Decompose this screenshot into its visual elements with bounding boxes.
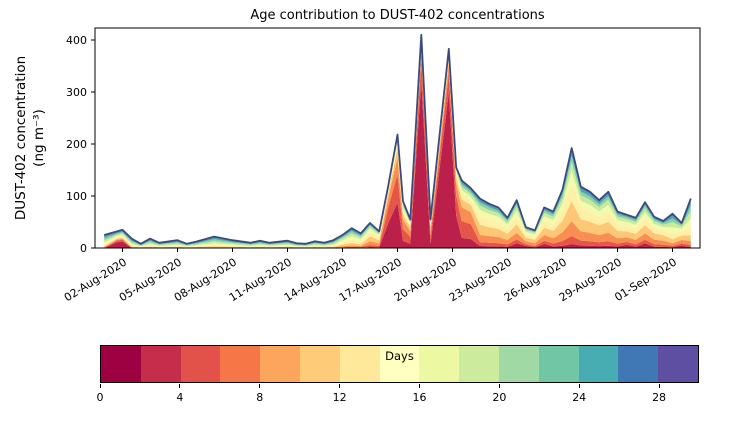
colorbar-segment	[498, 346, 539, 382]
stacked-area-chart: 010020030040002-Aug-202005-Aug-202008-Au…	[62, 27, 701, 304]
age-bin-area	[104, 39, 691, 247]
total-concentration-line	[103, 33, 692, 245]
colorbar-segment	[618, 346, 659, 382]
colorbar-segment	[459, 346, 499, 382]
colorbar-segment	[658, 346, 698, 382]
colorbar-tick-label: 12	[332, 391, 347, 404]
colorbar-tick-label: 20	[492, 391, 507, 404]
colorbar-tick	[339, 384, 341, 388]
y-tick-label: 400	[66, 34, 87, 47]
colorbar-tick	[578, 384, 580, 388]
colorbar-tick-label: 0	[96, 391, 104, 404]
y-tick-label: 0	[80, 242, 87, 255]
colorbar: Days	[100, 345, 699, 383]
colorbar-ticks: 0 4 8 12 16 20 24 28	[96, 384, 699, 414]
colorbar-tick-label: 28	[652, 391, 667, 404]
chart-title: Age contribution to DUST-402 concentrati…	[250, 8, 545, 23]
colorbar-segment	[379, 346, 420, 382]
age-bin-area	[104, 81, 691, 248]
colorbar-segment	[339, 346, 380, 382]
colorbar-tick	[498, 384, 500, 388]
colorbar-segment	[419, 346, 460, 382]
colorbar-tick	[418, 384, 420, 388]
colorbar-segment	[260, 346, 300, 382]
x-tick-label: 01-Sep-2020	[612, 256, 679, 304]
colorbar-tick	[658, 384, 660, 388]
colorbar-tick-label: 16	[412, 391, 427, 404]
colorbar-tick-label: 24	[572, 391, 587, 404]
colorbar-gradient	[101, 346, 698, 382]
colorbar-label: Days	[385, 349, 414, 363]
colorbar-segment	[220, 346, 261, 382]
colorbar-tick	[259, 384, 261, 388]
y-tick-label: 300	[66, 86, 87, 99]
colorbar-tick	[179, 384, 181, 388]
y-tick-label: 100	[66, 190, 87, 203]
colorbar-segment	[180, 346, 221, 382]
colorbar-segment	[299, 346, 340, 382]
colorbar-segment	[140, 346, 181, 382]
stacked-areas	[103, 33, 692, 248]
colorbar-segment	[578, 346, 619, 382]
colorbar-segment	[101, 346, 141, 382]
colorbar-tick	[99, 384, 101, 388]
y-tick-label: 200	[66, 138, 87, 151]
colorbar-segment	[538, 346, 579, 382]
colorbar-tick-label: 4	[176, 391, 184, 404]
colorbar-tick-label: 8	[256, 391, 264, 404]
